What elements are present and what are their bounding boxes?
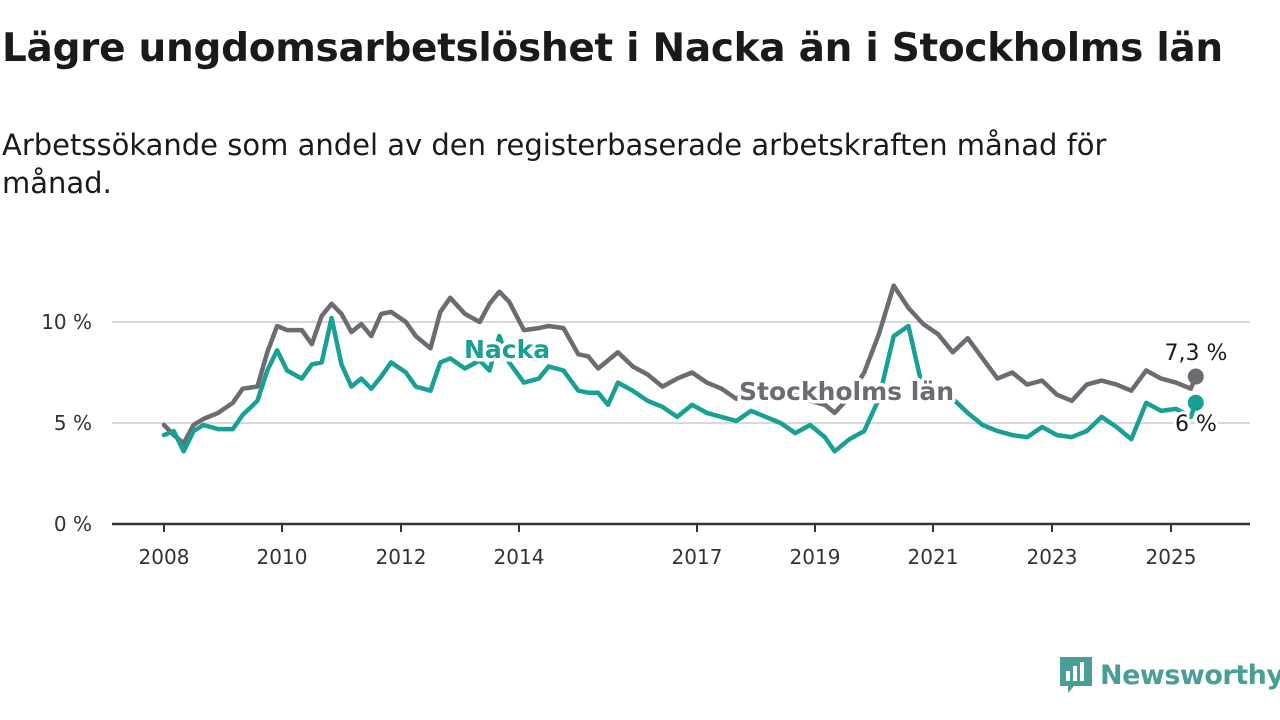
chart-title: Lägre ungdomsarbetslöshet i Nacka än i S…	[2, 26, 1223, 71]
axis-layer: 0 % 5 % 10 % 2008 2010 2012 2014 2017 2019 2021 20…	[41, 310, 1250, 569]
series-name-stockholms-lan: Stockholms län	[739, 377, 954, 406]
y-tick-label: 5 %	[54, 411, 92, 435]
x-tick-label: 2025	[1146, 545, 1197, 569]
x-tick-label: 2021	[908, 545, 959, 569]
y-tick-label: 10 %	[41, 310, 92, 334]
label-layer: Stockholms län Nacka 7,3 % 6 %	[461, 332, 1231, 441]
x-tick-label: 2008	[139, 545, 190, 569]
x-tick-label: 2010	[257, 545, 308, 569]
series-line-stockholms-lan	[161, 283, 1199, 446]
x-tick-label: 2023	[1027, 545, 1078, 569]
brand-name: Newsworthy	[1100, 659, 1280, 691]
grid-layer	[112, 321, 1250, 424]
bar-chart-speech-bubble-icon	[1060, 657, 1092, 693]
series-line-nacka	[161, 315, 1199, 454]
end-value-label-stockholms-lan: 7,3 %	[1165, 341, 1228, 366]
x-tick-label: 2017	[672, 545, 723, 569]
end-dot-stockholms-lan	[1187, 368, 1204, 385]
newsworthy-logo[interactable]: Newsworthy	[1058, 655, 1280, 695]
series-layer	[161, 283, 1204, 454]
end-dot-nacka	[1187, 394, 1204, 411]
x-tick-label: 2012	[376, 545, 427, 569]
x-tick-label: 2019	[790, 545, 841, 569]
x-tick-label: 2014	[494, 545, 545, 569]
chart-subtitle: Arbetssökande som andel av den registerb…	[2, 128, 1107, 200]
y-tick-label: 0 %	[54, 512, 92, 536]
series-name-nacka: Nacka	[464, 335, 550, 364]
end-value-label-nacka: 6 %	[1175, 412, 1217, 437]
